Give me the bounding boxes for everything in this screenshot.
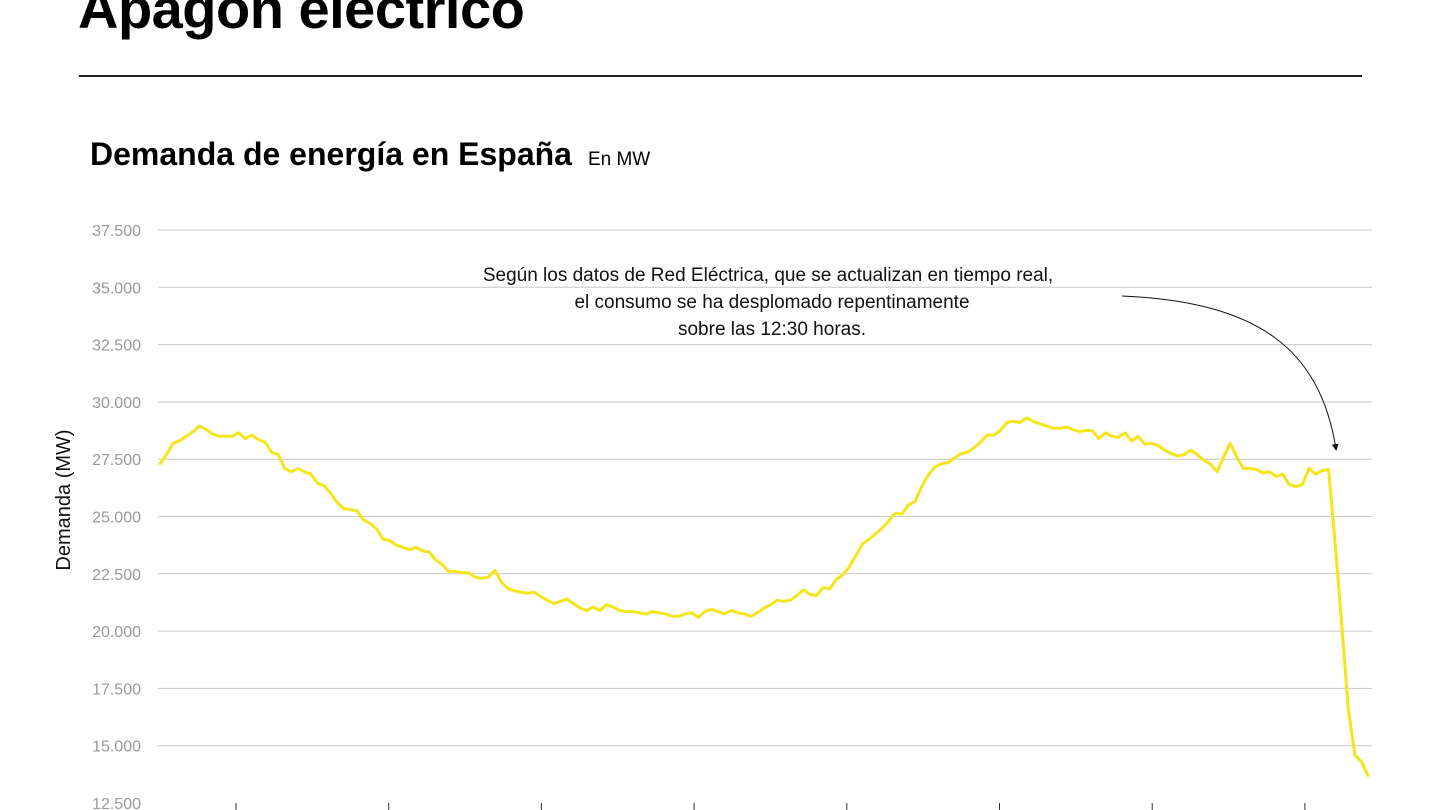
gridlines <box>158 229 1372 747</box>
y-tick-label: 30.000 <box>92 395 141 412</box>
y-tick-label: 27.500 <box>92 452 141 469</box>
y-tick-label: 37.500 <box>92 223 141 240</box>
annotation-arrow <box>1121 295 1339 451</box>
y-tick-label: 35.000 <box>92 280 141 297</box>
headline-divider <box>79 75 1362 77</box>
y-tick-label: 17.500 <box>92 681 141 698</box>
page-headline: Apagón eléctrico <box>78 0 525 40</box>
y-tick-label: 32.500 <box>92 338 141 355</box>
chart-title-main: Demanda de energía en España <box>90 136 572 172</box>
y-axis-tick-labels: 12.500 15.000 17.500 20.000 22.500 25.000 27.5… <box>92 223 141 810</box>
annotation: Según los datos de Red Eléctrica, que se… <box>483 265 1339 451</box>
y-tick-label: 20.000 <box>92 624 141 641</box>
y-tick-label: 15.000 <box>92 739 141 756</box>
y-tick-label: 22.500 <box>92 567 141 584</box>
chart-title-unit: En MW <box>587 149 651 170</box>
x-axis-ticks <box>235 803 1306 810</box>
annotation-line-2: el consumo se ha desplomado repentinamen… <box>574 292 969 313</box>
annotation-line-3: sobre las 12:30 horas. <box>678 319 866 340</box>
annotation-line-1: Según los datos de Red Eléctrica, que se… <box>483 265 1053 286</box>
y-tick-label: 25.000 <box>92 510 141 527</box>
y-tick-label: 12.500 <box>92 796 141 810</box>
chart-title: Demanda de energía en España En MW <box>90 136 650 173</box>
y-axis-label: Demanda (MW) <box>53 429 75 570</box>
series-line-demand <box>158 416 1370 777</box>
